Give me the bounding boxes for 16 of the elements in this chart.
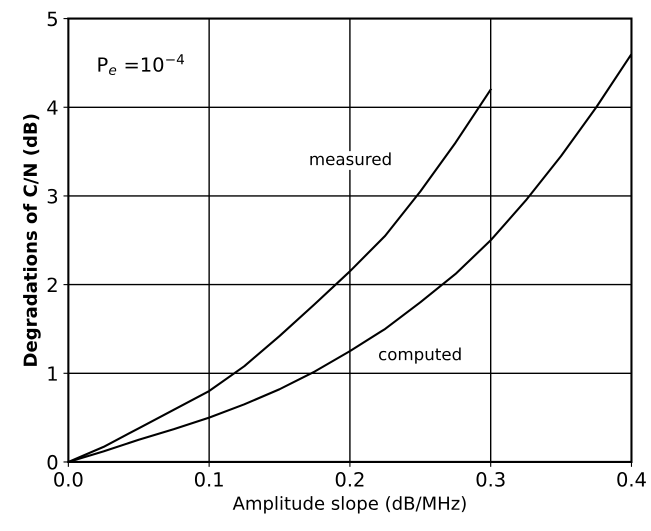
y-tick-label: 4 (47, 100, 58, 115)
y-tick-label: 1 (48, 366, 57, 381)
x-tick-label: 0.4 (617, 472, 646, 487)
text: measured (310, 152, 391, 166)
y-tick-label: 0 (48, 454, 58, 470)
x-axis-title: Amplitude slope (dB/MHz) (232, 496, 466, 514)
annotation: P$_{e}$ =10$^{−4}$ (98, 54, 184, 76)
series-label: computed (378, 347, 461, 364)
y-tick-label: 3 (48, 188, 58, 204)
x-tick-label: 0.0 (54, 472, 83, 487)
y-tick-label: 5 (48, 12, 57, 26)
x-tick-label: 0.3 (476, 472, 505, 487)
x-tick-label: 0.1 (194, 472, 223, 487)
y-axis-title: Degradations of C/N (dB) (23, 114, 41, 366)
x-tick-label: 0.2 (336, 472, 364, 487)
y-tick-label: 2 (48, 278, 57, 292)
